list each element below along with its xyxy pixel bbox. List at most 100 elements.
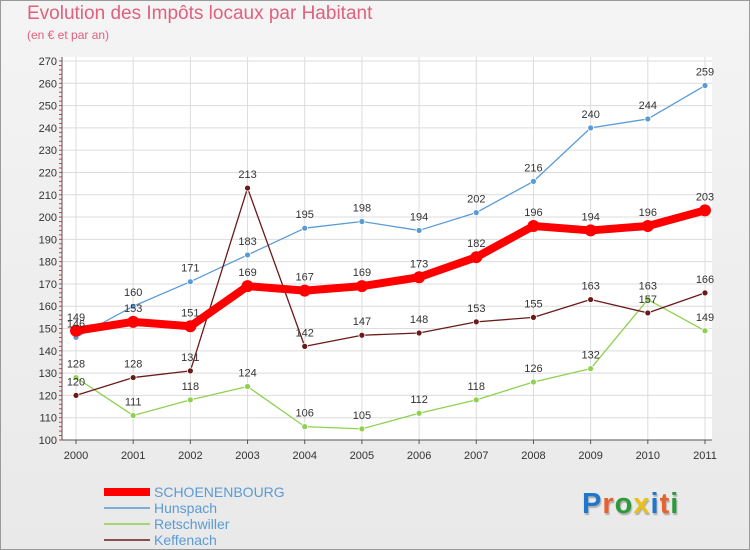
data-point xyxy=(129,412,137,419)
data-label: 216 xyxy=(524,162,542,174)
y-tick-label: 140 xyxy=(39,346,57,358)
data-label: 167 xyxy=(296,272,314,284)
data-label: 163 xyxy=(639,281,657,293)
data-label: 202 xyxy=(467,194,485,206)
y-tick-label: 160 xyxy=(39,301,57,313)
data-point xyxy=(358,425,366,433)
data-point xyxy=(699,204,711,217)
data-point xyxy=(701,327,709,335)
data-point xyxy=(701,82,709,89)
proxiti-logo: Proxiti xyxy=(582,488,680,520)
series-line-retschwiller xyxy=(75,298,706,430)
series-line-keffenach xyxy=(75,187,706,397)
data-label: 148 xyxy=(410,314,428,326)
data-point xyxy=(472,396,480,404)
data-point xyxy=(530,313,537,321)
data-label: 157 xyxy=(639,294,657,306)
data-point xyxy=(301,342,309,350)
data-point xyxy=(244,383,251,390)
y-tick-label: 110 xyxy=(39,413,57,425)
data-label: 128 xyxy=(67,359,85,371)
x-tick-label: 2011 xyxy=(693,450,717,462)
data-label: 151 xyxy=(181,307,199,319)
y-tick-label: 210 xyxy=(39,190,57,202)
x-tick-label: 2005 xyxy=(350,450,374,462)
data-label: 111 xyxy=(125,396,142,408)
legend-label: SCHOENENBOURG xyxy=(154,484,285,500)
data-point xyxy=(358,331,366,339)
x-tick-label: 2006 xyxy=(407,450,431,462)
data-point xyxy=(415,227,423,234)
data-label: 166 xyxy=(696,274,714,286)
data-point xyxy=(186,278,194,286)
y-tick-label: 250 xyxy=(39,101,57,113)
y-tick-label: 180 xyxy=(39,257,57,269)
y-tick-label: 170 xyxy=(39,279,57,291)
x-tick-label: 2003 xyxy=(235,450,259,462)
data-point xyxy=(587,365,595,373)
chart-title: Evolution des Impôts locaux par Habitant xyxy=(27,3,373,24)
data-point xyxy=(301,423,309,431)
data-label: 128 xyxy=(124,359,142,371)
data-point xyxy=(587,124,595,132)
data-point xyxy=(644,309,652,317)
data-point xyxy=(186,396,194,404)
data-point xyxy=(530,378,537,386)
data-label: 240 xyxy=(581,109,599,121)
data-label: 169 xyxy=(238,267,256,279)
x-tick-label: 2000 xyxy=(64,450,88,462)
data-point xyxy=(644,296,652,303)
data-label: 160 xyxy=(124,287,142,299)
y-tick-label: 200 xyxy=(39,212,57,224)
data-label: 124 xyxy=(238,367,256,379)
y-tick-label: 270 xyxy=(39,56,57,68)
data-label: 112 xyxy=(410,394,428,406)
data-label: 196 xyxy=(524,207,542,219)
data-label: 213 xyxy=(238,169,256,181)
x-tick-label: 2004 xyxy=(292,450,316,462)
data-label: 259 xyxy=(696,67,714,79)
data-label: 169 xyxy=(353,267,371,279)
data-point xyxy=(241,280,254,293)
y-tick-label: 190 xyxy=(39,234,57,246)
data-label: 183 xyxy=(238,236,256,248)
y-tick-label: 120 xyxy=(39,390,57,402)
data-label: 153 xyxy=(124,303,142,315)
x-tick-label: 2002 xyxy=(178,450,202,462)
data-point xyxy=(244,251,251,259)
data-point xyxy=(127,315,140,328)
y-tick-label: 130 xyxy=(39,368,57,380)
x-tick-label: 2001 xyxy=(121,450,145,462)
data-label: 194 xyxy=(410,211,428,223)
series-line-schoenenbourg xyxy=(72,206,709,335)
data-point xyxy=(186,367,194,375)
data-point xyxy=(584,224,597,237)
x-tick-label: 2008 xyxy=(521,450,545,462)
x-tick-label: 2009 xyxy=(578,450,602,462)
data-point xyxy=(72,392,80,399)
data-point xyxy=(415,329,423,337)
data-label: 147 xyxy=(353,316,371,328)
series-line-hunspach xyxy=(75,84,706,339)
data-label: 155 xyxy=(524,298,542,310)
data-label: 126 xyxy=(524,363,542,375)
data-point xyxy=(72,374,80,381)
data-label: 142 xyxy=(296,327,314,339)
data-point xyxy=(470,251,483,264)
data-label: 196 xyxy=(639,207,657,219)
data-label: 132 xyxy=(581,350,599,362)
chart-subtitle: (en € et par an) xyxy=(27,28,110,42)
data-point xyxy=(644,115,652,123)
data-label: 182 xyxy=(467,238,485,250)
data-label: 163 xyxy=(581,281,599,293)
data-label: 118 xyxy=(182,381,200,393)
plot-area xyxy=(62,57,712,440)
data-point xyxy=(413,271,426,284)
y-tick-label: 100 xyxy=(39,435,57,447)
data-label: 153 xyxy=(467,303,485,315)
x-tick-label: 2007 xyxy=(464,450,488,462)
legend-label: Hunspach xyxy=(154,500,217,516)
data-point xyxy=(129,374,137,381)
x-tick-label: 2010 xyxy=(636,450,660,462)
